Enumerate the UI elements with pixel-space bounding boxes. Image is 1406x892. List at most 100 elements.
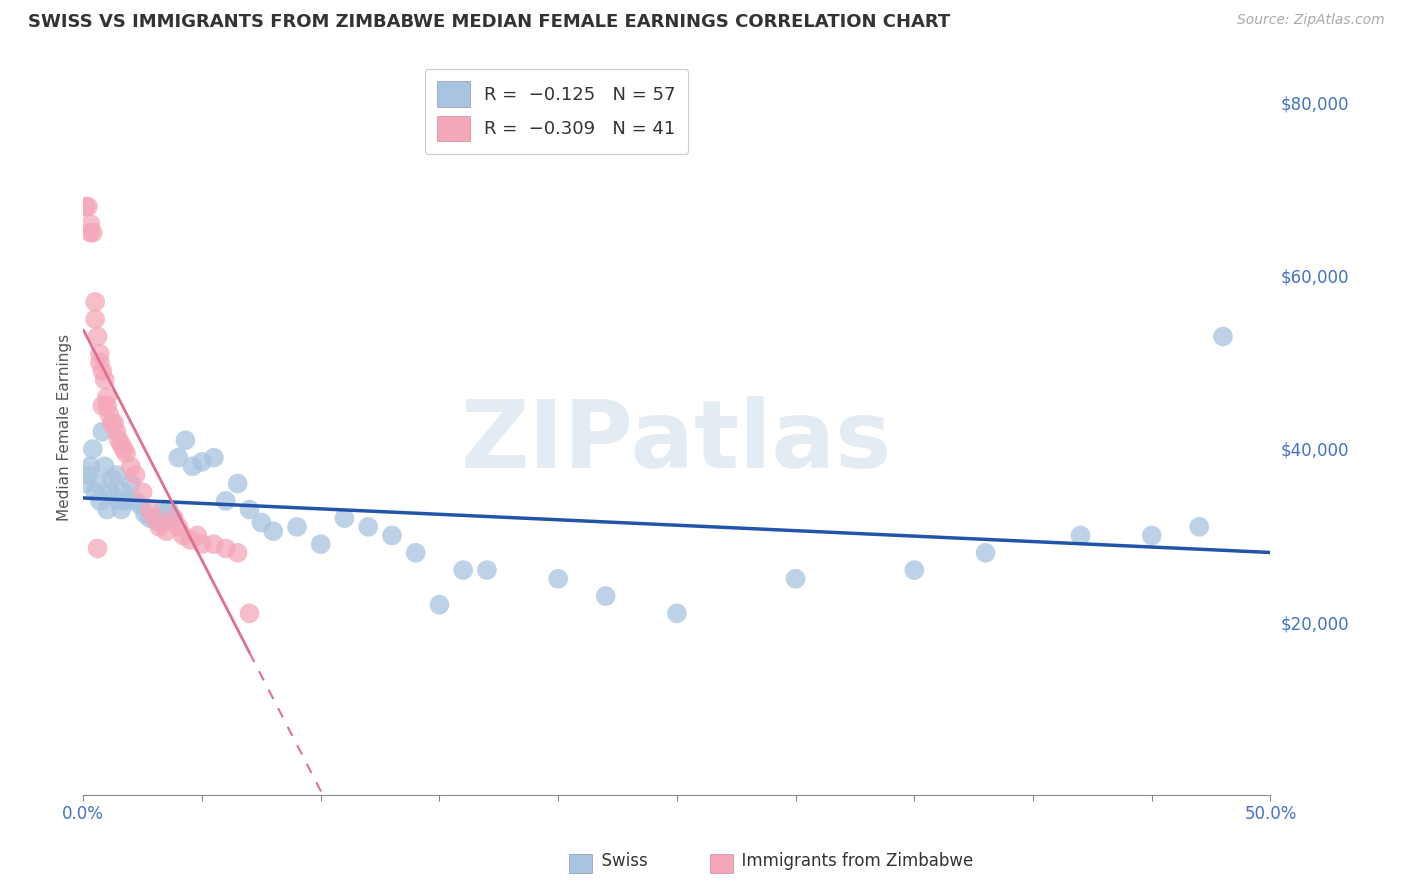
Point bbox=[93, 373, 115, 387]
Point bbox=[84, 294, 107, 309]
Point bbox=[148, 516, 170, 530]
Point bbox=[174, 434, 197, 448]
Point bbox=[96, 390, 118, 404]
Point bbox=[96, 399, 118, 413]
Point bbox=[124, 467, 146, 482]
Point bbox=[215, 494, 238, 508]
Point bbox=[89, 494, 111, 508]
Point bbox=[75, 476, 97, 491]
Text: SWISS VS IMMIGRANTS FROM ZIMBABWE MEDIAN FEMALE EARNINGS CORRELATION CHART: SWISS VS IMMIGRANTS FROM ZIMBABWE MEDIAN… bbox=[28, 13, 950, 31]
Point bbox=[1212, 329, 1234, 343]
Point bbox=[285, 520, 308, 534]
Point bbox=[79, 217, 101, 231]
Point bbox=[191, 537, 214, 551]
Point bbox=[139, 502, 162, 516]
Point bbox=[103, 490, 125, 504]
Point bbox=[110, 437, 132, 451]
Point bbox=[91, 425, 114, 439]
Point bbox=[82, 442, 104, 456]
Point bbox=[202, 537, 225, 551]
Point bbox=[134, 507, 156, 521]
Point bbox=[86, 329, 108, 343]
Point bbox=[91, 399, 114, 413]
Point bbox=[181, 459, 204, 474]
Point bbox=[84, 485, 107, 500]
Point bbox=[238, 607, 260, 621]
Point bbox=[120, 476, 142, 491]
Point bbox=[105, 425, 128, 439]
Point bbox=[785, 572, 807, 586]
Point bbox=[124, 494, 146, 508]
Point bbox=[1070, 528, 1092, 542]
Text: Source: ZipAtlas.com: Source: ZipAtlas.com bbox=[1237, 13, 1385, 28]
Text: ZIPatlas: ZIPatlas bbox=[461, 396, 893, 488]
Point bbox=[112, 442, 135, 456]
Point bbox=[405, 546, 427, 560]
Point bbox=[77, 467, 100, 482]
Point bbox=[903, 563, 925, 577]
Point bbox=[202, 450, 225, 465]
Point bbox=[112, 485, 135, 500]
Point bbox=[1188, 520, 1211, 534]
Point bbox=[79, 459, 101, 474]
Point bbox=[101, 416, 124, 430]
Point bbox=[167, 520, 190, 534]
Point bbox=[238, 502, 260, 516]
Point bbox=[250, 516, 273, 530]
Point bbox=[96, 502, 118, 516]
Point bbox=[429, 598, 451, 612]
Point bbox=[215, 541, 238, 556]
Text: Immigrants from Zimbabwe: Immigrants from Zimbabwe bbox=[731, 852, 973, 870]
Point bbox=[153, 502, 176, 516]
Y-axis label: Median Female Earnings: Median Female Earnings bbox=[58, 334, 72, 521]
Point bbox=[110, 502, 132, 516]
Point bbox=[86, 541, 108, 556]
Point bbox=[120, 459, 142, 474]
Point bbox=[186, 528, 208, 542]
Point bbox=[131, 485, 153, 500]
Point bbox=[108, 494, 131, 508]
Point bbox=[226, 546, 249, 560]
Point bbox=[82, 226, 104, 240]
Text: Swiss: Swiss bbox=[591, 852, 647, 870]
Point bbox=[179, 533, 201, 547]
Point bbox=[98, 408, 121, 422]
Point bbox=[226, 476, 249, 491]
Point bbox=[167, 450, 190, 465]
Point bbox=[79, 226, 101, 240]
Point bbox=[155, 524, 177, 538]
Point bbox=[162, 511, 184, 525]
Point bbox=[309, 537, 332, 551]
Point bbox=[172, 528, 194, 542]
Point bbox=[77, 200, 100, 214]
Point bbox=[148, 520, 170, 534]
Point bbox=[93, 459, 115, 474]
Point bbox=[665, 607, 688, 621]
Point bbox=[162, 511, 184, 525]
Point bbox=[129, 498, 152, 512]
Point bbox=[89, 347, 111, 361]
Point bbox=[91, 364, 114, 378]
Point bbox=[191, 455, 214, 469]
Point bbox=[333, 511, 356, 525]
Point bbox=[86, 476, 108, 491]
Point bbox=[89, 355, 111, 369]
Point bbox=[143, 511, 166, 525]
Point bbox=[105, 467, 128, 482]
Point bbox=[139, 511, 162, 525]
Point bbox=[98, 485, 121, 500]
Point bbox=[75, 200, 97, 214]
Point bbox=[103, 416, 125, 430]
Point bbox=[108, 434, 131, 448]
Legend: R =  −0.125   N = 57, R =  −0.309   N = 41: R = −0.125 N = 57, R = −0.309 N = 41 bbox=[425, 69, 689, 154]
Point bbox=[595, 589, 617, 603]
Point bbox=[547, 572, 569, 586]
Point bbox=[115, 494, 138, 508]
Point bbox=[143, 511, 166, 525]
Point bbox=[974, 546, 997, 560]
Point bbox=[357, 520, 380, 534]
Point bbox=[101, 472, 124, 486]
Point bbox=[1140, 528, 1163, 542]
Point bbox=[262, 524, 284, 538]
Point bbox=[84, 312, 107, 326]
